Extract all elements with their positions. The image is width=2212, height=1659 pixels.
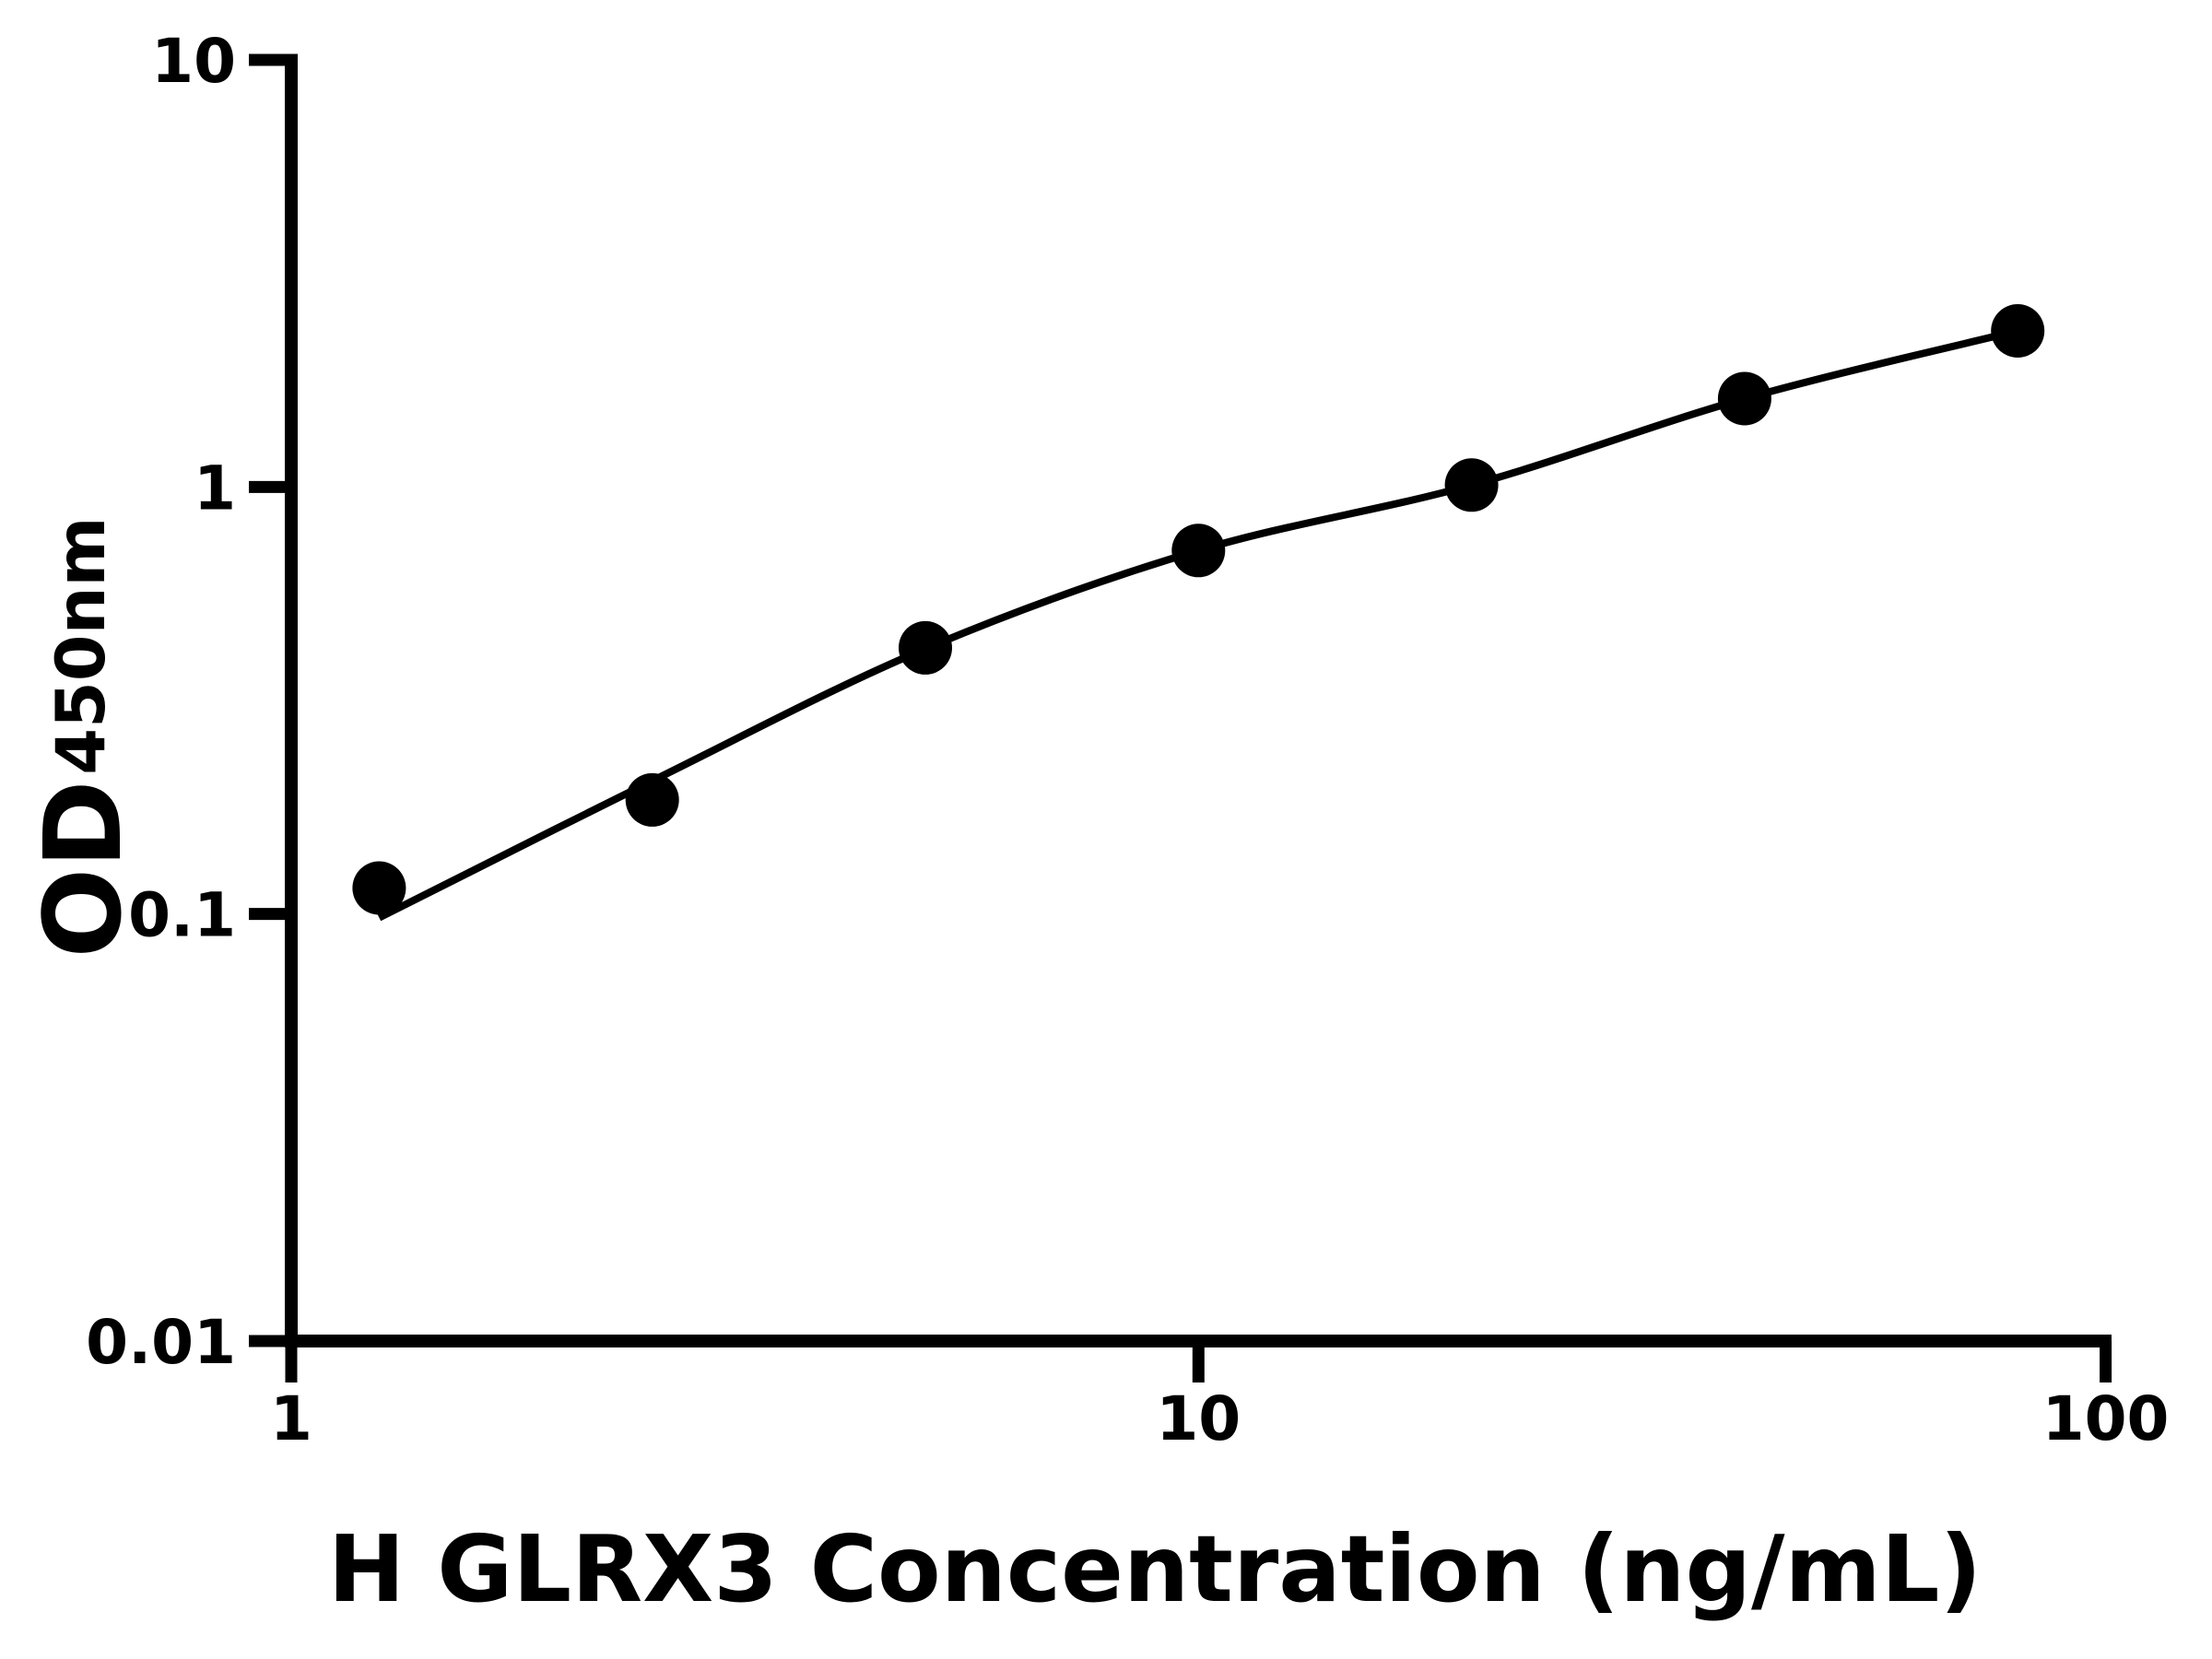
data-point-7 <box>1991 304 2045 358</box>
y-axis-title-subscript: 450nm <box>42 516 121 774</box>
data-point-6 <box>1717 371 1771 426</box>
data-point-series <box>352 304 2045 915</box>
y-tick-label-10: 10 <box>151 26 236 97</box>
fit-curve-line <box>377 327 2019 922</box>
y-tick-label-1: 1 <box>194 453 236 524</box>
data-point-5 <box>1444 458 1499 512</box>
y-axis-title: OD 450nm <box>22 516 146 958</box>
x-tick-label-10: 10 <box>1156 1383 1241 1454</box>
data-point-2 <box>625 772 679 827</box>
y-axis: 10 1 0.1 0.01 <box>86 26 298 1378</box>
x-tick-label-1: 1 <box>270 1383 312 1454</box>
data-point-1 <box>352 861 406 915</box>
data-point-4 <box>1171 524 1226 578</box>
x-axis-title: H GLRX3 Concentration (ng/mL) <box>328 1515 1982 1623</box>
y-axis-title-main: OD <box>22 780 146 958</box>
x-axis-ticks: 1 10 100 <box>270 1341 2169 1454</box>
y-tick-label-0.1: 0.1 <box>128 880 236 951</box>
y-axis-ticks: 10 1 0.1 0.01 <box>86 26 291 1378</box>
x-axis: 1 10 100 <box>270 1335 2169 1454</box>
y-tick-label-0.01: 0.01 <box>86 1307 236 1378</box>
data-point-3 <box>899 620 952 675</box>
x-tick-label-100: 100 <box>2042 1383 2170 1454</box>
